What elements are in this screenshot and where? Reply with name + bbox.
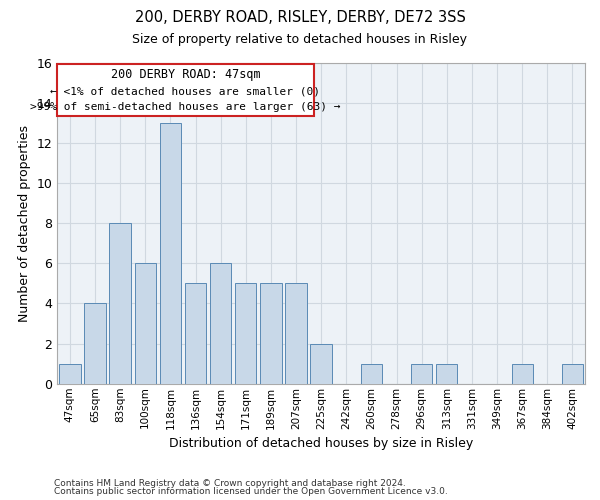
Text: Contains HM Land Registry data © Crown copyright and database right 2024.: Contains HM Land Registry data © Crown c… [54, 478, 406, 488]
Bar [85, 304, 106, 384]
Bar [286, 284, 307, 384]
X-axis label: Distribution of detached houses by size in Risley: Distribution of detached houses by size … [169, 437, 473, 450]
Text: 200 DERBY ROAD: 47sqm: 200 DERBY ROAD: 47sqm [110, 68, 260, 82]
Bar [235, 284, 256, 384]
Bar [260, 284, 281, 384]
Text: 200, DERBY ROAD, RISLEY, DERBY, DE72 3SS: 200, DERBY ROAD, RISLEY, DERBY, DE72 3SS [134, 10, 466, 25]
Bar [160, 122, 181, 384]
Bar [210, 264, 232, 384]
Text: Size of property relative to detached houses in Risley: Size of property relative to detached ho… [133, 32, 467, 46]
Bar [59, 364, 80, 384]
Bar [134, 264, 156, 384]
Text: >99% of semi-detached houses are larger (63) →: >99% of semi-detached houses are larger … [30, 102, 341, 113]
Y-axis label: Number of detached properties: Number of detached properties [18, 124, 31, 322]
Text: Contains public sector information licensed under the Open Government Licence v3: Contains public sector information licen… [54, 487, 448, 496]
Bar [185, 284, 206, 384]
Bar [411, 364, 433, 384]
Bar [512, 364, 533, 384]
Bar [361, 364, 382, 384]
Bar [109, 223, 131, 384]
Text: ← <1% of detached houses are smaller (0): ← <1% of detached houses are smaller (0) [50, 86, 320, 96]
Bar [310, 344, 332, 384]
Bar [562, 364, 583, 384]
Bar [436, 364, 457, 384]
FancyBboxPatch shape [58, 64, 314, 116]
